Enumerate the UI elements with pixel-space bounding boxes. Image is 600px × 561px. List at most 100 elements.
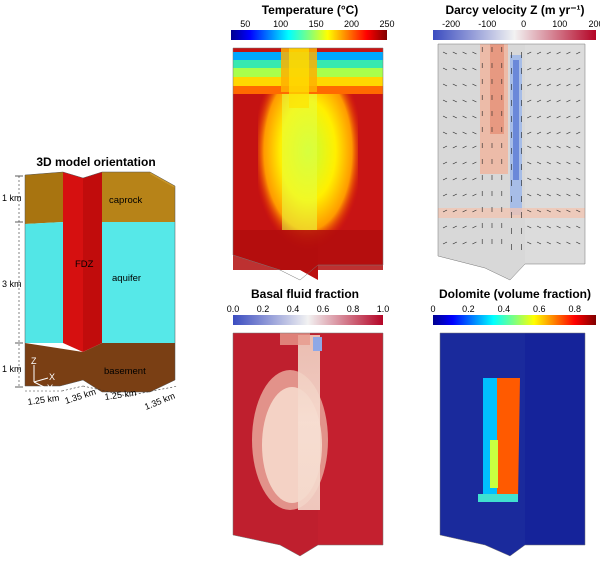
velocity-arrow bbox=[566, 193, 571, 197]
darcy-tick-label: 100 bbox=[552, 19, 567, 29]
velocity-arrow bbox=[472, 131, 477, 135]
velocity-arrow bbox=[536, 67, 542, 71]
velocity-arrow bbox=[556, 115, 561, 119]
velocity-arrow bbox=[527, 225, 532, 229]
thickness-basement: 1 km bbox=[2, 364, 22, 374]
velocity-arrow bbox=[556, 241, 561, 245]
dolomite-tick-label: 0.2 bbox=[462, 304, 475, 314]
velocity-arrow bbox=[527, 209, 532, 213]
velocity-arrow bbox=[442, 99, 448, 103]
width-3: 1.25 km bbox=[104, 388, 137, 402]
velocity-arrow bbox=[452, 177, 457, 181]
basal-fdz-column bbox=[298, 335, 320, 510]
velocity-arrow bbox=[566, 177, 571, 181]
velocity-arrow bbox=[546, 225, 551, 229]
velocity-arrow bbox=[452, 51, 457, 55]
darcy-upflow-core bbox=[490, 44, 504, 134]
dolomite-tick-label: 0.8 bbox=[568, 304, 581, 314]
velocity-arrow bbox=[556, 131, 561, 135]
velocity-arrow bbox=[527, 161, 532, 165]
velocity-arrow bbox=[452, 209, 457, 213]
velocity-arrow bbox=[462, 67, 467, 71]
basal-colorbar-ticks: 0.0 0.2 0.4 0.6 0.8 1.0 bbox=[227, 304, 390, 314]
velocity-arrow bbox=[566, 99, 571, 103]
velocity-arrow bbox=[527, 83, 532, 87]
temperature-tick-label: 100 bbox=[273, 19, 288, 29]
velocity-arrow bbox=[527, 177, 532, 181]
velocity-arrow bbox=[442, 161, 448, 165]
velocity-arrow bbox=[536, 241, 542, 245]
velocity-arrow bbox=[462, 225, 467, 229]
fdz-label: FDZ bbox=[75, 259, 94, 270]
velocity-arrow bbox=[576, 67, 581, 71]
velocity-arrow bbox=[472, 225, 477, 229]
velocity-arrow bbox=[566, 51, 571, 55]
velocity-arrow bbox=[576, 51, 581, 55]
basal-panel: Basal fluid fraction 0.0 0.2 0.4 0.6 0.8 1.0 bbox=[227, 287, 390, 557]
velocity-arrow bbox=[576, 131, 581, 135]
velocity-arrow bbox=[452, 67, 457, 71]
velocity-arrow bbox=[462, 145, 467, 149]
temperature-colorbar bbox=[231, 30, 387, 40]
velocity-arrow bbox=[462, 177, 467, 181]
velocity-arrow bbox=[566, 161, 571, 165]
velocity-arrow bbox=[566, 67, 571, 71]
velocity-arrow bbox=[576, 161, 581, 165]
aquifer-label: aquifer bbox=[112, 273, 141, 284]
velocity-arrow bbox=[472, 241, 477, 245]
darcy-panel: Darcy velocity Z (m yr⁻¹) -200 -100 0 100 20… bbox=[433, 3, 600, 281]
velocity-arrow bbox=[527, 241, 532, 245]
velocity-arrow bbox=[462, 241, 467, 245]
velocity-arrow bbox=[566, 131, 571, 135]
velocity-arrow bbox=[556, 51, 561, 55]
axis-triad bbox=[33, 365, 49, 389]
velocity-arrow bbox=[527, 115, 532, 119]
basal-tick-label: 0.0 bbox=[227, 304, 240, 314]
velocity-arrow bbox=[527, 193, 532, 197]
velocity-arrow bbox=[546, 193, 551, 197]
velocity-arrow bbox=[442, 83, 448, 87]
velocity-arrow bbox=[546, 115, 551, 119]
darcy-outline bbox=[437, 43, 586, 281]
width-dimension bbox=[25, 385, 179, 397]
velocity-arrow bbox=[546, 209, 551, 213]
velocity-arrow bbox=[556, 67, 561, 71]
caprock-left-face bbox=[25, 172, 63, 224]
caprock-label: caprock bbox=[109, 195, 143, 206]
velocity-arrow bbox=[452, 145, 457, 149]
velocity-arrow bbox=[546, 131, 551, 135]
axis-z: Z bbox=[31, 356, 37, 366]
velocity-arrow bbox=[452, 83, 457, 87]
velocity-arrow bbox=[536, 225, 542, 229]
basal-tick-label: 0.8 bbox=[347, 304, 360, 314]
basal-outline bbox=[232, 332, 384, 557]
axis-y: Y bbox=[47, 383, 53, 393]
basal-tick-label: 1.0 bbox=[377, 304, 390, 314]
velocity-arrow bbox=[556, 145, 561, 149]
velocity-arrow bbox=[442, 209, 448, 213]
velocity-arrow bbox=[576, 83, 581, 87]
thickness-caprock: 1 km bbox=[2, 193, 22, 203]
caprock-top bbox=[150, 172, 175, 188]
velocity-arrow bbox=[546, 241, 551, 245]
block-outline bbox=[24, 171, 176, 393]
darcy-colorbar bbox=[433, 30, 596, 40]
velocity-arrow bbox=[527, 51, 532, 55]
velocity-arrow bbox=[462, 115, 467, 119]
fdz-front-face bbox=[63, 172, 83, 352]
width-2: 1.35 km bbox=[64, 386, 98, 405]
darcy-title: Darcy velocity Z (m yr⁻¹) bbox=[445, 3, 584, 17]
fdz-side-face bbox=[83, 172, 102, 352]
velocity-arrow bbox=[472, 83, 477, 87]
darcy-tick-label: 200 bbox=[588, 19, 600, 29]
dolomite-fdz-yellow bbox=[490, 440, 498, 488]
velocity-arrow bbox=[527, 131, 532, 135]
velocity-arrow bbox=[462, 99, 467, 103]
velocity-arrow bbox=[536, 177, 542, 181]
basal-tick-label: 0.6 bbox=[317, 304, 330, 314]
velocity-arrow bbox=[546, 177, 551, 181]
velocity-arrow bbox=[442, 193, 448, 197]
velocity-arrow bbox=[442, 145, 448, 149]
axis-x: X bbox=[49, 372, 55, 382]
darcy-right-face bbox=[525, 44, 585, 264]
